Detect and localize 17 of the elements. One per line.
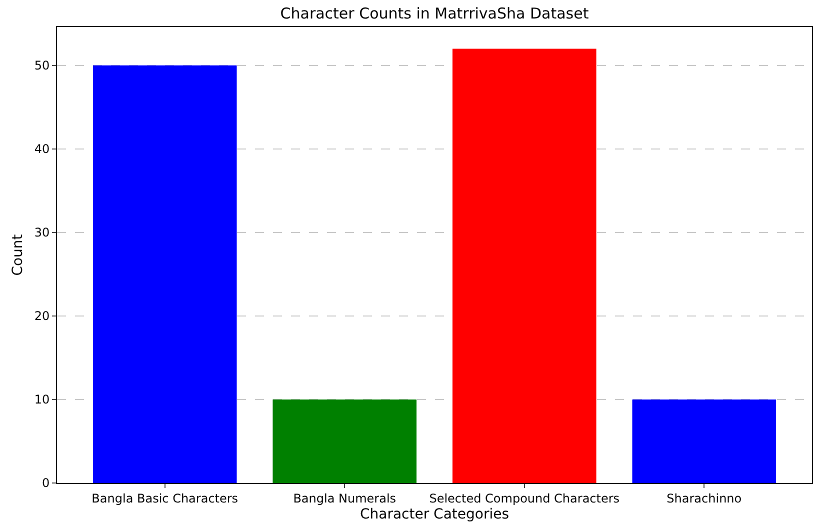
x-tick-label: Selected Compound Characters [429,491,620,506]
y-tick-label: 50 [34,58,50,73]
x-tick-label: Sharachinno [666,491,742,506]
y-tick-label: 0 [42,476,50,490]
chart-title: Character Counts in MatrrivaSha Dataset [280,4,589,22]
bar [452,48,596,483]
y-tick-label: 10 [34,392,50,407]
y-tick-label: 20 [34,309,50,324]
x-axis-title: Character Categories [360,506,510,523]
bar [632,399,776,483]
x-tick-label: Bangla Basic Characters [92,491,238,506]
bar [92,65,237,483]
y-axis-title: Count [10,234,26,276]
y-tick-label: 30 [34,226,50,240]
y-tick-label: 40 [34,142,50,156]
bar [272,399,417,483]
x-tick-label: Bangla Numerals [293,491,396,506]
